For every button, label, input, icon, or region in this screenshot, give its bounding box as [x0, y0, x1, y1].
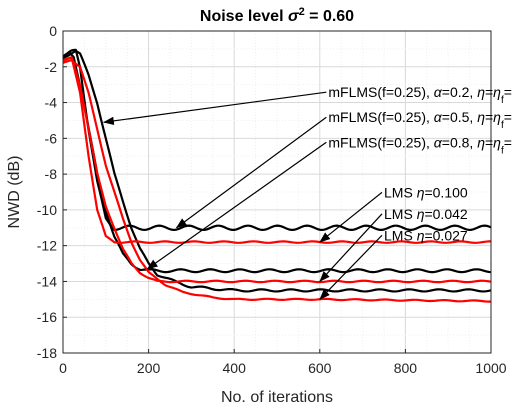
annotation-label-6: LMS η=0.027	[384, 227, 468, 243]
x-tick-label: 600	[308, 360, 332, 376]
y-tick-label: -12	[37, 238, 57, 254]
x-tick-label: 400	[223, 360, 247, 376]
annotations-group: mFLMS(f=0.25), α=0.2, η=ηf=0.01 mFLMS(f=0…	[103, 84, 512, 300]
y-tick-label: -14	[37, 273, 57, 289]
ticks-group: 0 200 400 600 800 1000 0 -2 -4 -6 -8 -10 -12 -14 -16 -1…	[37, 23, 507, 376]
annotation-label-2: mFLMS(f=0.25), α=0.5, η=ηf=0.01	[328, 109, 512, 131]
y-tick-label: -6	[45, 130, 58, 146]
annotation-arrow-3	[146, 141, 327, 270]
y-tick-label: -2	[45, 59, 58, 75]
y-axis-label: NWD (dB)	[6, 156, 23, 229]
annotation-arrow-2	[175, 116, 327, 229]
y-tick-label: -18	[37, 345, 57, 361]
annotation-arrow-6	[319, 234, 383, 300]
x-tick-label: 0	[59, 360, 67, 376]
x-axis-label: No. of iterations	[221, 389, 333, 406]
annotation-label-1: mFLMS(f=0.25), α=0.2, η=ηf=0.01	[328, 84, 512, 106]
plot-frame	[62, 30, 492, 354]
y-tick-label: -16	[37, 309, 57, 325]
y-tick-label: 0	[49, 23, 57, 39]
chart-title: Noise level σ2 = 0.60	[200, 6, 354, 25]
series-line-5	[62, 56, 492, 284]
series-line-3	[62, 49, 492, 293]
y-tick-label: -8	[45, 166, 58, 182]
annotation-label-4: LMS η=0.100	[384, 184, 468, 200]
x-tick-label: 200	[137, 360, 161, 376]
annotation-arrow-5	[319, 213, 383, 282]
x-tick-label: 1000	[475, 360, 506, 376]
annotation-label-5: LMS η=0.042	[384, 206, 468, 222]
annotation-arrow-1	[103, 91, 327, 126]
series-group	[62, 48, 492, 303]
y-tick-label: -10	[37, 202, 57, 218]
series-line-6	[62, 58, 492, 303]
grid	[63, 31, 491, 353]
x-tick-label: 800	[394, 360, 418, 376]
series-line-4	[62, 56, 492, 244]
annotation-arrow-4	[319, 191, 383, 243]
y-tick-label: -4	[45, 95, 58, 111]
annotation-label-3: mFLMS(f=0.25), α=0.8, η=ηf=0.01	[328, 134, 512, 156]
series-line-1	[62, 48, 492, 232]
